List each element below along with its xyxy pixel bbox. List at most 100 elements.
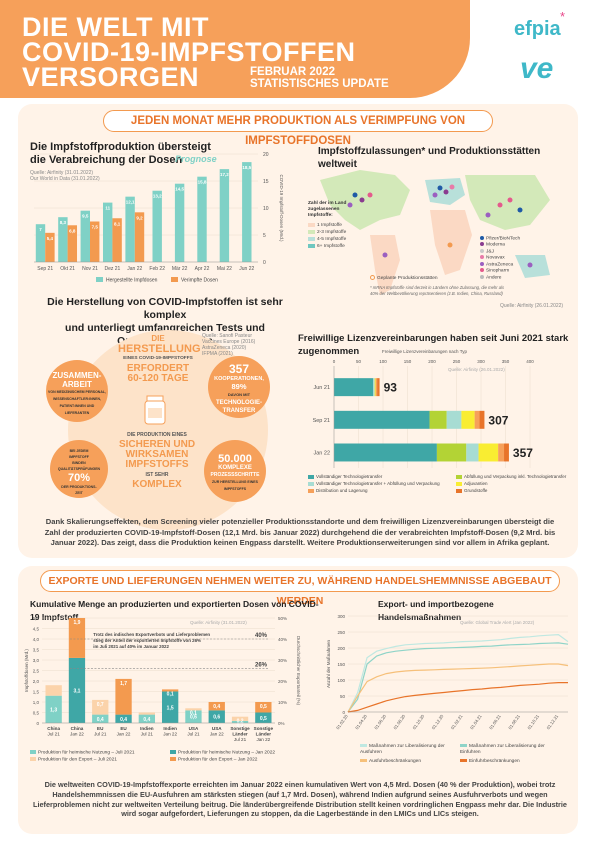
exp-y2tick-4: 40% [278, 637, 287, 642]
map-count-legend-item-3: 6+ Impfstoffe [308, 243, 346, 250]
trade-legend-swatch-3 [460, 759, 467, 763]
prod-bar-produced-6 [174, 183, 185, 262]
map-source: Quelle: Airfinity (26.01.2022) [500, 303, 564, 309]
prod-label-produced-3: 11 [105, 206, 110, 211]
b4-line-3: PROZESSSCHRITTE [210, 472, 260, 478]
exp-share-26-label: 26% [255, 662, 268, 668]
exp-label-domestic-5: 1,5 [167, 705, 174, 711]
section1-summary: Dank Skalierungseffekten, dem Screening … [44, 517, 556, 547]
prod-label-produced-4: 12,1 [126, 200, 135, 205]
map-legend-title-2: zugelassenen [308, 207, 340, 212]
map-africa [430, 210, 472, 275]
trade-legend-label-2: Ausfuhrbeschränkungen [369, 759, 422, 764]
lic-legend-item-5: Grundstoffe [456, 488, 487, 493]
section1-banner: JEDEN MONAT MEHR PRODUKTION ALS VERIMPFU… [103, 110, 493, 147]
licences-title: Freiwillige Lizenzvereinbarungen haben s… [298, 333, 569, 357]
trade-xtick-10: 01.10.21 [526, 713, 540, 730]
exp-ytick-5: 2,5 [33, 668, 40, 673]
lic-legend-swatch-3 [456, 481, 462, 486]
prod-bar-produced-4 [125, 196, 135, 262]
map-legend-title-1: Zahl der im Land [308, 201, 347, 206]
lic-bar-1-5 [479, 410, 485, 429]
trade-xtick-9: 01.08.21 [507, 713, 521, 730]
exp-label-domestic-2: 0,4 [97, 717, 104, 723]
lic-bar-2-0 [334, 443, 437, 462]
complex-source: Quelle: Sanofi Pasteur Vaccines Europe (… [202, 333, 255, 357]
lic-source: Quelle: Airfinity (26.01.2022) [448, 367, 505, 372]
bubble-cooperations: 357 KOOPERATIONEN, 89% DAVON MIT TECHNOL… [208, 356, 270, 418]
map-legend-title: Zahl der im Land zugelassenen Impfstoffe… [308, 201, 346, 219]
map-title: Impfstoffzulassungen* und Produktionsstä… [318, 146, 541, 170]
center-top-1: DIE [151, 334, 165, 343]
exp-ytick-1: 0,5 [33, 710, 40, 715]
exp-legend-item-3: Produktion für den Export – Jan 2022 [170, 757, 257, 762]
exp-xtick-5-1: Jan 22 [163, 732, 177, 737]
trade-xtick-11: 01.12.21 [546, 713, 560, 730]
prod-xtick-4: Jan 22 [127, 266, 142, 272]
trade-ytick-6: 300 [337, 614, 345, 619]
b2-line-1: 357 [228, 362, 250, 376]
exp-bar-domestic-0 [45, 695, 62, 723]
trade-xtick-0: 01.02.20 [335, 713, 349, 730]
map-count-label-3: 6+ Impfstoffe [317, 244, 345, 249]
prod-label-administered-2: 7,5 [92, 225, 99, 230]
production-title-line-1: Die Impfstoffproduktion übersteigt [30, 141, 211, 153]
lic-legend-item-4: Distribution und Lagerung [308, 488, 368, 493]
prod-xtick-3: Dez 21 [104, 266, 120, 272]
trade-ytick-5: 250 [337, 630, 345, 635]
prod-bar-produced-8 [219, 169, 230, 262]
b1-line-3: VON MEDIZINISCHEM PERSONAL, [48, 390, 106, 394]
prod-xtick-1: Okt 21 [60, 266, 75, 272]
center-top-2: HERSTELLUNG [118, 343, 201, 355]
exp-ytick-7: 3,5 [33, 647, 40, 652]
exp-ytick-0: 0 [36, 721, 39, 726]
prod-label-produced-9: 18,5 [242, 165, 251, 170]
lic-legend-label-3: Adjuvantien [464, 481, 488, 486]
lic-bar-1-0 [334, 410, 430, 429]
trade-xtick-7: 01.04.21 [469, 713, 483, 730]
prod-bar-administered-4 [134, 212, 145, 262]
exp-label-domestic-8: 0,1 [237, 723, 244, 729]
map-count-swatch-2 [308, 236, 315, 241]
map-site-dot-icon-1 [480, 242, 484, 247]
exp-label-export-6: 0,1 [190, 710, 197, 716]
map-site-legend-item-2: J&J [480, 248, 520, 255]
complex-title-line-1: Die Herstellung von COVID-Impfstoffen is… [47, 296, 283, 321]
lic-bar-2-3 [478, 443, 499, 462]
trade-legend-label-3: Einfuhrbeschränkungen [469, 759, 520, 764]
prod-ytick-3: 15 [263, 179, 269, 185]
exp-bar-domestic-5 [161, 691, 179, 723]
lic-xtick-5: 250 [453, 359, 461, 364]
exp-xtick-2-1: Jul 21 [94, 732, 107, 737]
center-bottom-3: WIRKSAMEN [125, 449, 189, 460]
b1-line-4: WISSENSCHAFTLER:INNEN, [52, 397, 102, 401]
prod-label-produced-7: 15,8 [198, 180, 207, 185]
exp-label-export-7: 0,4 [213, 704, 220, 710]
prod-bar-produced-3 [102, 202, 113, 262]
map-site-dot-icon-4 [480, 261, 484, 266]
exp-label-domestic-7: 0,6 [213, 715, 220, 721]
prod-label-administered-4: 9,2 [136, 215, 143, 220]
exp-ylabel: Impfstoffdosen (Mrd.) [24, 649, 29, 692]
planned-site-icon [370, 275, 375, 280]
map-site-label-3: Novavax [486, 255, 505, 261]
prod-label-administered-1: 6,8 [69, 228, 76, 233]
lic-bar-0-3 [374, 378, 376, 397]
center-bottom-6: KOMPLEX [132, 479, 182, 490]
center-bottom-1: DIE PRODUKTION EINES [127, 432, 187, 438]
map-note: * mRNA Impfstoffe sind derzeit in Länder… [370, 285, 504, 296]
exp-xtick-0-0: China [47, 726, 60, 731]
b3-line-6: DER PRODUKTIONS- [61, 485, 97, 489]
prod-bar-produced-9 [242, 162, 252, 262]
map-count-label-1: 2-3 Impfstoffe [317, 230, 347, 235]
exp-xtick-8-2: Jul 21 [234, 737, 247, 742]
exp-bar-domestic-3 [115, 714, 132, 723]
center-top-5: 60-120 TAGE [127, 373, 189, 384]
prod-ytick-0: 0 [263, 260, 266, 266]
map-site-markers [347, 184, 533, 268]
exp-legend-label-1: Produktion für heimische Nutzung – Jan 2… [178, 750, 276, 756]
exp-label-domestic-9: 0,5 [260, 716, 267, 722]
exp-legend-swatch-3 [170, 757, 176, 761]
lic-bar-1-1 [429, 410, 447, 429]
map-australia [515, 255, 550, 278]
